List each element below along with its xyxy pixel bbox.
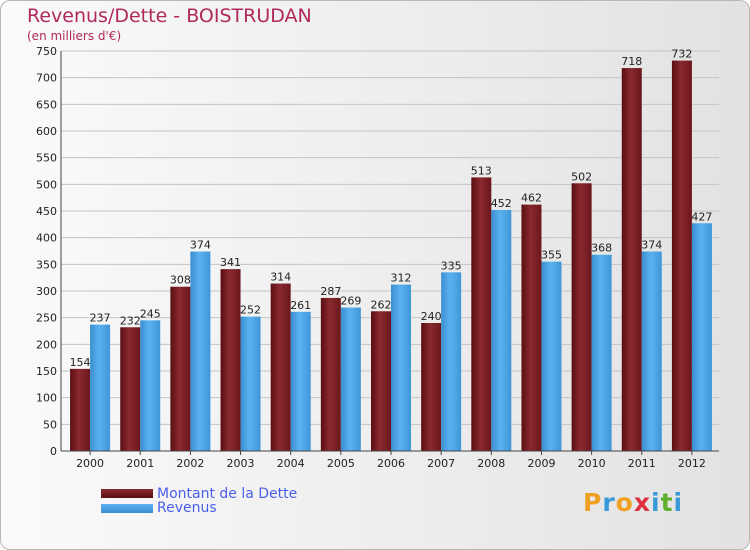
y-tick-label: 400 [36, 232, 57, 245]
logo-letter: r [602, 488, 616, 517]
data-label-revenus-2004: 261 [290, 299, 311, 312]
data-label-revenus-2012: 427 [691, 210, 712, 223]
data-label-revenus-2007: 335 [441, 259, 462, 272]
data-label-dette-2000: 154 [70, 356, 91, 369]
y-tick-label: 650 [36, 98, 57, 111]
bar-revenus-2004 [290, 311, 311, 451]
bar-revenus-2006 [391, 284, 411, 451]
legend-label-revenus: Revenus [157, 500, 217, 516]
logo-letter: i [673, 488, 684, 517]
bar-revenus-2000 [90, 324, 111, 451]
logo-letter: x [633, 488, 651, 517]
bar-revenus-2001 [140, 320, 161, 451]
bar-revenus-2005 [340, 307, 361, 451]
chart-subtitle: (en milliers d'€) [27, 29, 122, 43]
y-tick-label: 750 [36, 45, 57, 58]
logo-letter: i [651, 488, 661, 517]
y-tick-label: 500 [36, 178, 57, 191]
legend-label-dette: Montant de la Dette [157, 486, 298, 502]
data-label-revenus-2003: 252 [240, 304, 261, 317]
y-tick-label: 350 [36, 258, 57, 271]
y-tick-label: 700 [36, 72, 57, 85]
y-tick-label: 600 [36, 125, 57, 138]
x-tick-label: 2012 [678, 457, 706, 470]
bar-dette-2012 [671, 60, 692, 451]
x-tick-label: 2011 [628, 457, 656, 470]
y-tick-label: 150 [36, 365, 57, 378]
bar-dette-2000 [70, 368, 91, 451]
bar-dette-2004 [270, 283, 291, 451]
data-label-dette-2007: 240 [421, 310, 442, 323]
x-tick-label: 2007 [427, 457, 455, 470]
chart-title: Revenus/Dette - BOISTRUDAN [27, 5, 312, 27]
bar-dette-2006 [371, 311, 391, 451]
data-label-revenus-2000: 237 [90, 312, 111, 325]
x-tick-label: 2010 [578, 457, 606, 470]
data-label-dette-2012: 732 [671, 48, 692, 61]
bar-revenus-2012 [691, 223, 712, 451]
x-tick-label: 2005 [327, 457, 355, 470]
bar-revenus-2009 [541, 261, 562, 451]
data-label-revenus-2008: 452 [491, 197, 512, 210]
y-tick-label: 50 [43, 418, 57, 431]
data-label-revenus-2005: 269 [340, 295, 361, 308]
bar-dette-2007 [421, 323, 442, 451]
data-label-dette-2004: 314 [270, 271, 291, 284]
x-tick-label: 2001 [126, 457, 154, 470]
data-label-dette-2001: 232 [120, 314, 141, 327]
y-tick-label: 200 [36, 338, 57, 351]
y-tick-label: 300 [36, 285, 57, 298]
x-tick-label: 2002 [176, 457, 204, 470]
proxiti-logo: Proxiti [583, 488, 683, 517]
bar-dette-2003 [220, 269, 241, 451]
bar-dette-2002 [170, 286, 191, 451]
bar-revenus-2007 [441, 272, 462, 451]
y-tick-label: 450 [36, 205, 57, 218]
data-label-dette-2006: 262 [371, 298, 392, 311]
bar-revenus-2003 [240, 316, 261, 451]
bar-revenus-2011 [641, 251, 662, 451]
x-tick-label: 2004 [277, 457, 305, 470]
data-label-dette-2002: 308 [170, 274, 191, 287]
legend-swatch-dette [101, 489, 153, 498]
data-label-revenus-2009: 355 [541, 249, 562, 262]
data-label-dette-2005: 287 [320, 285, 341, 298]
bar-dette-2005 [320, 297, 341, 451]
x-tick-label: 2009 [527, 457, 555, 470]
bar-dette-2010 [571, 183, 592, 451]
bar-dette-2011 [621, 68, 642, 452]
bar-revenus-2002 [190, 251, 211, 451]
data-label-revenus-2002: 374 [190, 239, 211, 252]
data-label-revenus-2011: 374 [641, 239, 662, 252]
data-label-dette-2011: 718 [621, 55, 642, 68]
data-label-revenus-2006: 312 [391, 272, 412, 285]
data-label-dette-2003: 341 [220, 256, 241, 269]
data-label-dette-2008: 513 [471, 164, 492, 177]
bar-dette-2008 [471, 177, 492, 451]
logo-letter: P [583, 488, 603, 517]
y-tick-label: 550 [36, 152, 57, 165]
data-label-dette-2009: 462 [521, 192, 542, 205]
bar-dette-2001 [120, 327, 141, 451]
x-tick-label: 2008 [477, 457, 505, 470]
x-tick-label: 2006 [377, 457, 405, 470]
logo-letter: t [660, 488, 674, 517]
x-tick-label: 2003 [227, 457, 255, 470]
data-label-revenus-2001: 245 [140, 307, 161, 320]
bar-revenus-2010 [591, 254, 612, 451]
data-label-dette-2010: 502 [571, 170, 592, 183]
y-tick-label: 100 [36, 392, 57, 405]
bar-dette-2009 [521, 204, 542, 451]
logo-letter: o [615, 488, 634, 517]
legend-swatch-revenus [101, 504, 153, 513]
data-label-revenus-2010: 368 [591, 242, 612, 255]
y-tick-label: 0 [50, 445, 57, 458]
bar-revenus-2008 [491, 209, 512, 451]
y-tick-label: 250 [36, 312, 57, 325]
x-tick-label: 2000 [76, 457, 104, 470]
